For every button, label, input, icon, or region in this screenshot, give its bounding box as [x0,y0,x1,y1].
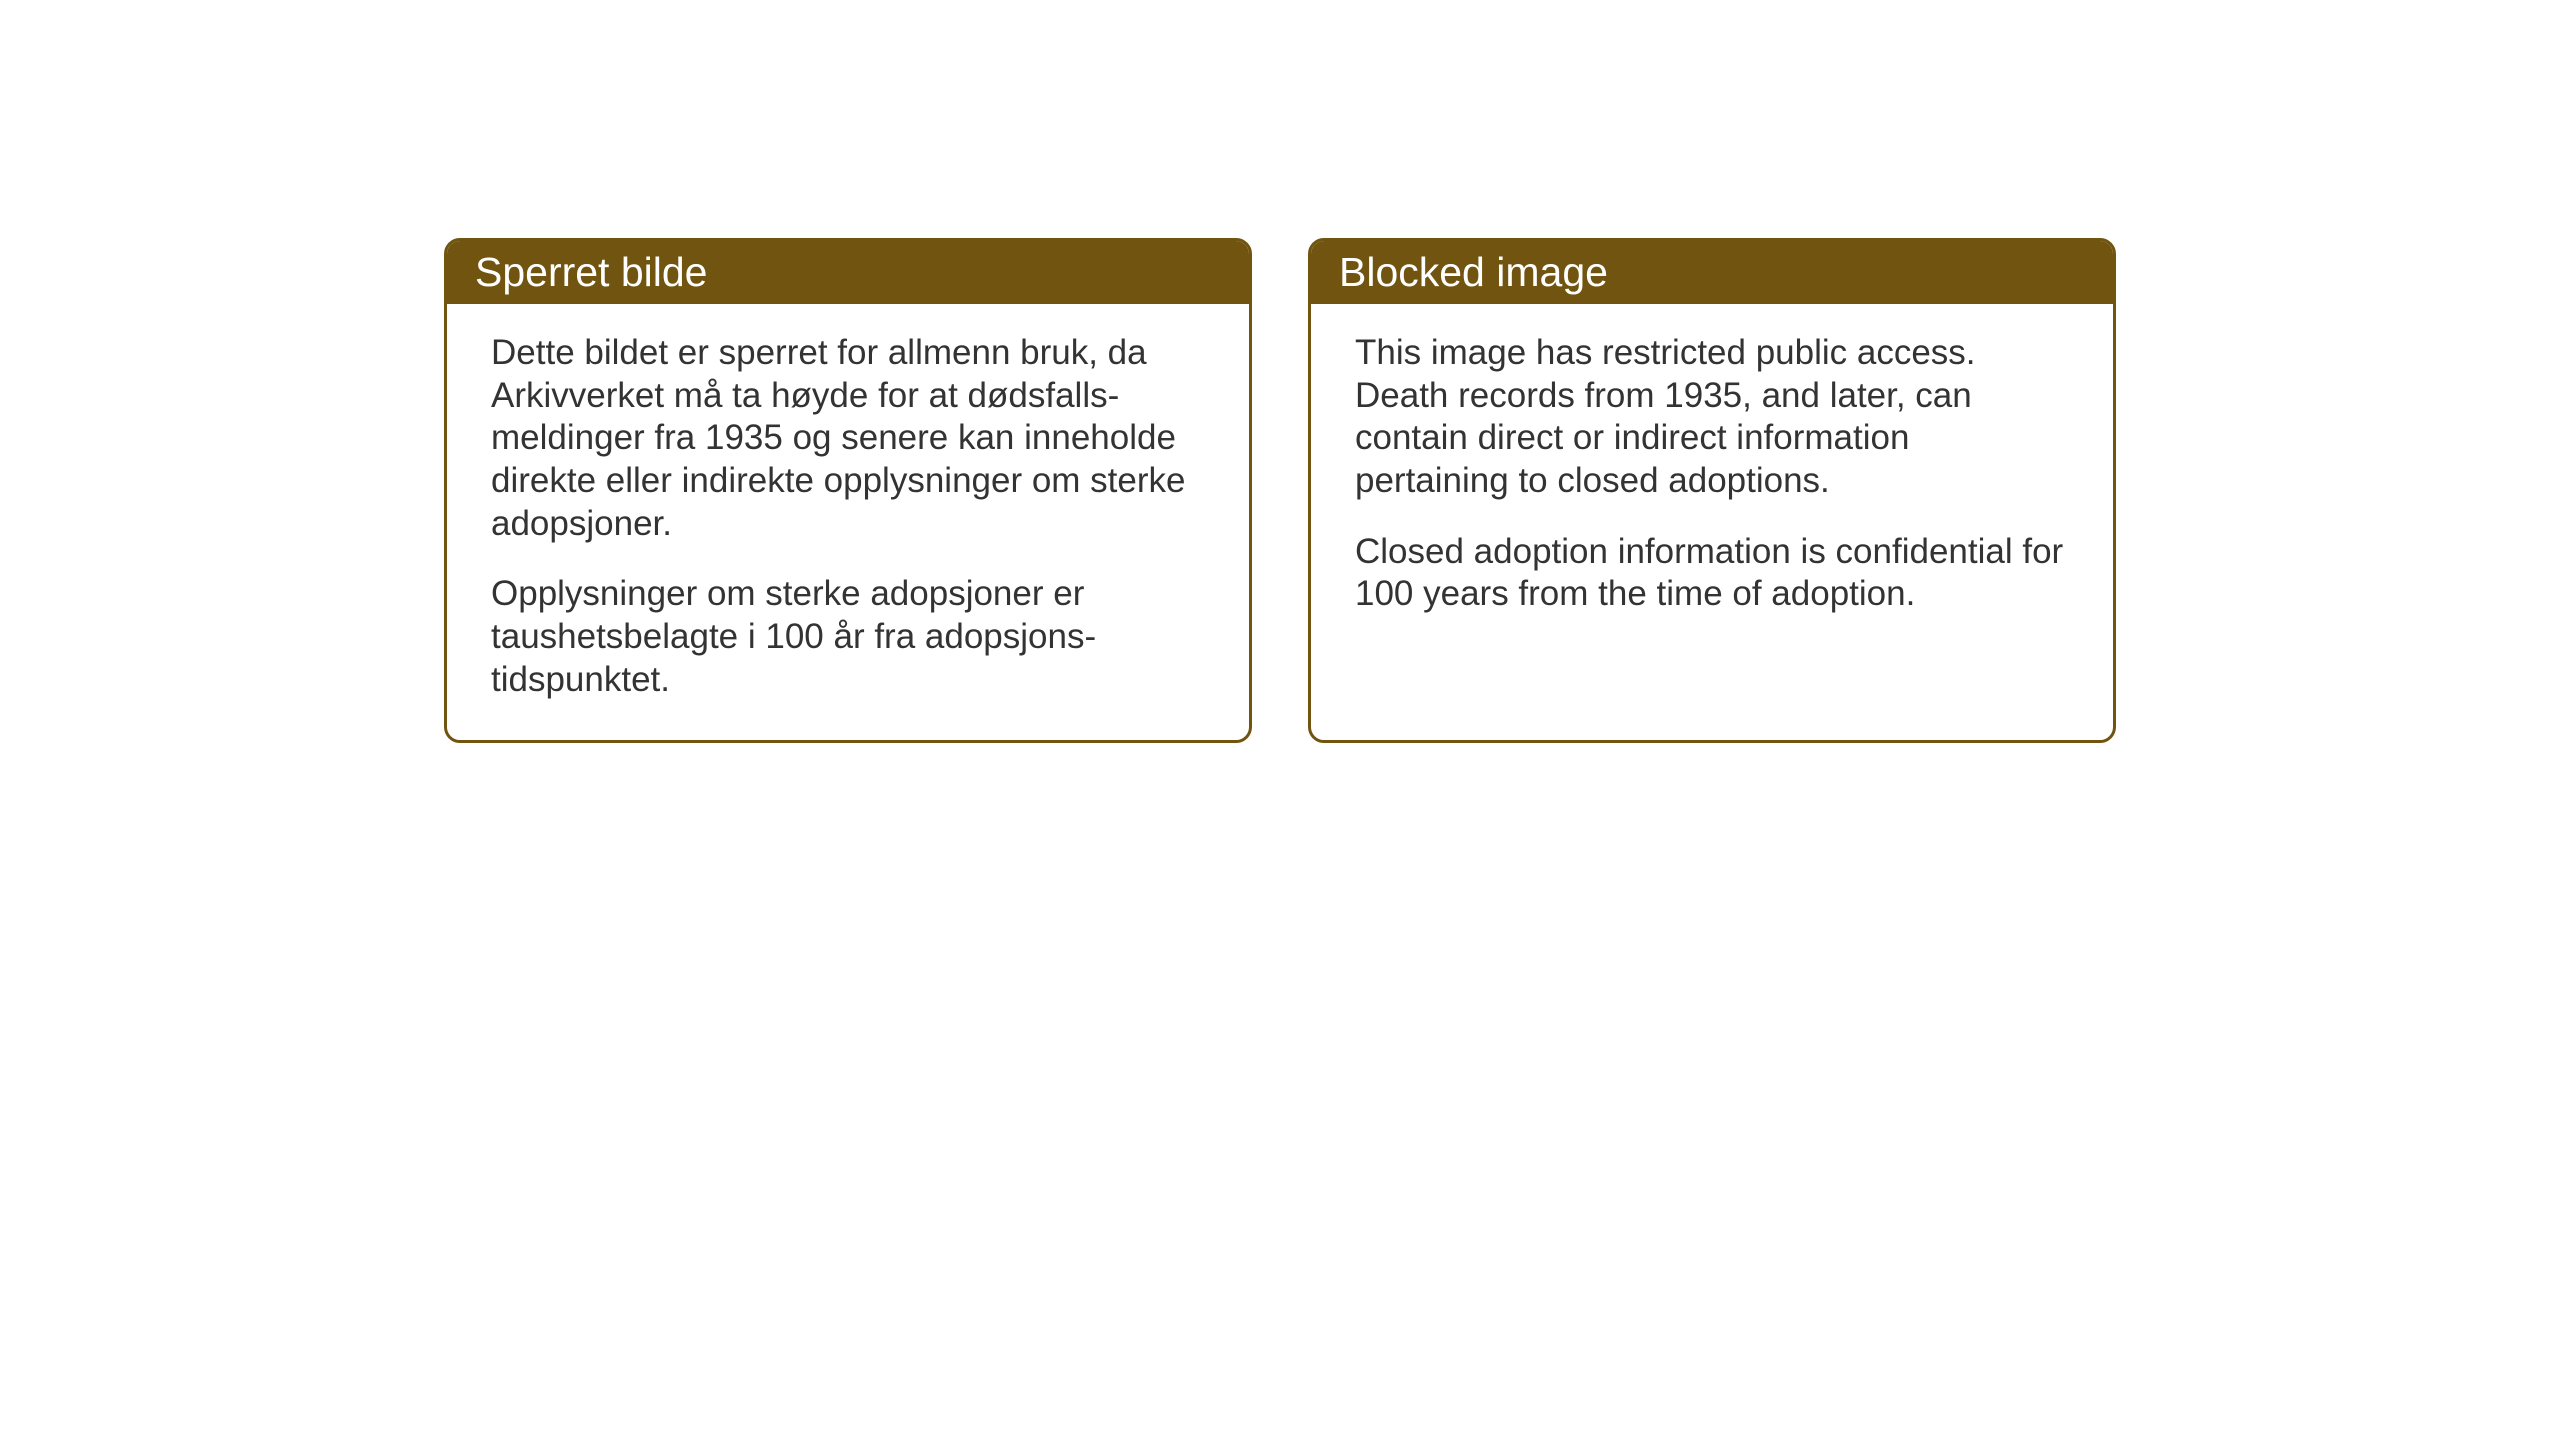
card-body-english: This image has restricted public access.… [1311,304,2113,698]
notice-card-norwegian: Sperret bilde Dette bildet er sperret fo… [444,238,1252,743]
card-title-norwegian: Sperret bilde [475,249,707,295]
card-paragraph-english-1: This image has restricted public access.… [1355,332,2069,503]
card-title-english: Blocked image [1339,249,1608,295]
card-body-norwegian: Dette bildet er sperret for allmenn bruk… [447,304,1249,740]
card-header-english: Blocked image [1311,241,2113,304]
card-paragraph-english-2: Closed adoption information is confident… [1355,531,2069,616]
notice-card-english: Blocked image This image has restricted … [1308,238,2116,743]
card-paragraph-norwegian-1: Dette bildet er sperret for allmenn bruk… [491,332,1205,545]
card-paragraph-norwegian-2: Opplysninger om sterke adopsjoner er tau… [491,573,1205,701]
notice-cards-container: Sperret bilde Dette bildet er sperret fo… [444,238,2116,743]
card-header-norwegian: Sperret bilde [447,241,1249,304]
